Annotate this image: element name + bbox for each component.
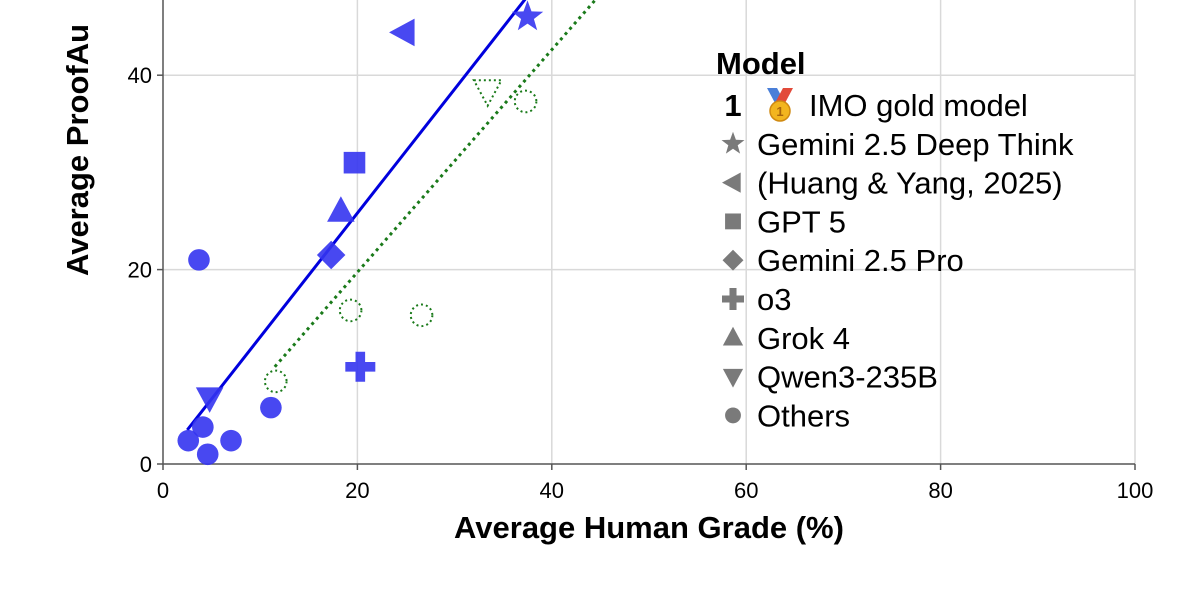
gold-medal-icon: 1 xyxy=(767,88,793,122)
legend-marker-diamond xyxy=(722,249,744,271)
fit-lines xyxy=(186,0,598,431)
x-tick-label: 20 xyxy=(345,478,369,503)
legend-marker-triangle-left xyxy=(722,172,741,193)
regression-line-green-dotted xyxy=(273,0,598,368)
y-tick-label: 20 xyxy=(128,258,152,283)
point-circle xyxy=(196,443,219,466)
axis-labels: Average Human Grade (%) Average ProofAu xyxy=(60,24,844,545)
point-circle xyxy=(192,416,214,438)
point-square xyxy=(343,151,366,174)
x-tick-label: 40 xyxy=(540,478,564,503)
axes: 0 20 40 60 80 100 0 20 40 xyxy=(128,0,1154,503)
point-triangle-down xyxy=(195,387,224,413)
legend-marker-star xyxy=(721,131,745,154)
regression-line-blue xyxy=(186,0,527,431)
point-cross xyxy=(345,351,376,382)
legend-marker-triangle-up xyxy=(722,326,744,346)
legend-marker-cross xyxy=(722,288,744,310)
legend-label: Grok 4 xyxy=(757,321,850,356)
point-diamond xyxy=(316,240,346,270)
hollow-point-circle xyxy=(263,369,288,394)
point-circle xyxy=(260,396,282,419)
data-points xyxy=(177,0,544,466)
legend-marker-circle xyxy=(725,407,741,424)
hollow-point-circle xyxy=(513,89,538,114)
y-tick-label: 40 xyxy=(128,63,152,88)
x-tick-label: 100 xyxy=(1117,478,1154,503)
x-tick-label: 60 xyxy=(734,478,758,503)
hollow-point-triangle-down xyxy=(472,79,504,108)
point-triangle-left xyxy=(389,18,415,47)
x-tick-label: 0 xyxy=(157,478,169,503)
x-axis-title: Average Human Grade (%) xyxy=(454,510,844,545)
point-circle xyxy=(188,249,210,271)
svg-text:1: 1 xyxy=(776,104,783,119)
legend-title: Model xyxy=(716,46,806,81)
legend: Model 1 1 IMO gold model Gemini 2.5 Deep Th… xyxy=(716,46,1074,433)
legend-label: Gemini 2.5 Deep Think xyxy=(757,127,1074,162)
point-circle xyxy=(220,429,242,452)
point-circle xyxy=(177,429,200,452)
legend-marker-square xyxy=(725,213,741,230)
x-tick-label: 80 xyxy=(928,478,952,503)
legend-label: Others xyxy=(757,398,850,433)
legend-label: (Huang & Yang, 2025) xyxy=(757,166,1063,201)
hollow-point-circle xyxy=(409,303,434,328)
legend-marker-triangle-down xyxy=(722,368,744,388)
point-star xyxy=(511,0,544,31)
legend-marker-one: 1 xyxy=(724,88,741,123)
legend-label: Gemini 2.5 Pro xyxy=(757,243,964,278)
legend-label: IMO gold model xyxy=(809,88,1028,123)
legend-label: GPT 5 xyxy=(757,204,846,239)
grid xyxy=(163,0,1136,464)
hollow-point-circle xyxy=(338,298,363,323)
y-axis-title: Average ProofAu xyxy=(60,24,95,276)
legend-label: o3 xyxy=(757,282,791,317)
y-tick-label: 0 xyxy=(140,452,152,477)
point-triangle-up xyxy=(327,196,355,222)
legend-label: Qwen3-235B xyxy=(757,360,938,395)
